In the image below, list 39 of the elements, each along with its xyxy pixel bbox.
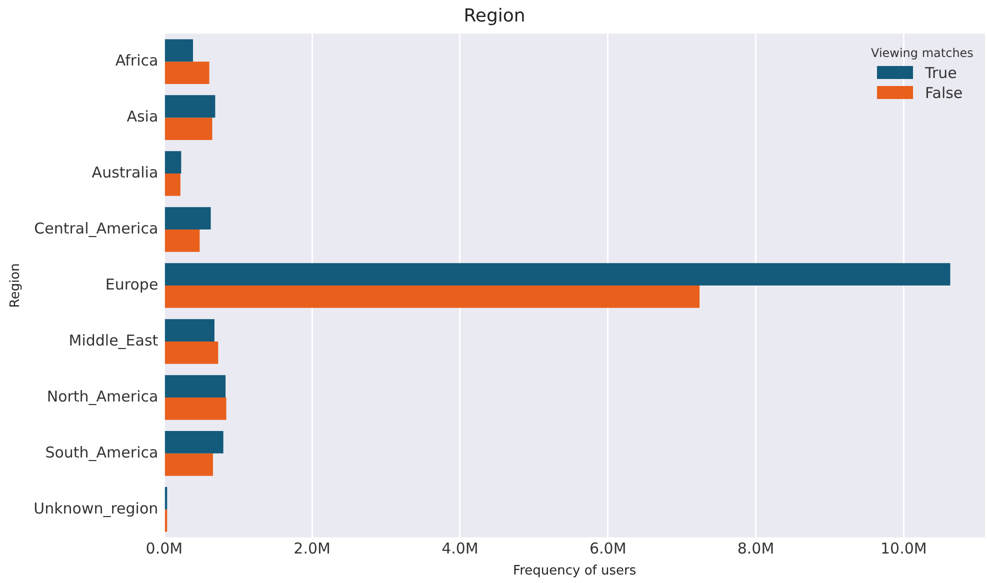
bar bbox=[164, 151, 182, 174]
y-tick-label: Australia bbox=[92, 163, 158, 182]
y-tick-label: Asia bbox=[126, 107, 158, 126]
y-tick-label: Middle_East bbox=[68, 331, 158, 350]
y-tick-label: South_America bbox=[45, 443, 158, 462]
bar bbox=[164, 174, 180, 196]
y-tick-label: Europe bbox=[105, 275, 158, 294]
bar bbox=[164, 230, 200, 252]
x-tick-label: 6.0M bbox=[589, 539, 626, 558]
y-tick-label: North_America bbox=[46, 387, 158, 406]
bar bbox=[164, 118, 212, 140]
bar bbox=[164, 509, 168, 532]
bar bbox=[164, 319, 214, 342]
x-tick-label: 2.0M bbox=[294, 539, 330, 558]
x-tick-label: 10.0M bbox=[880, 539, 927, 558]
y-axis-title: Region bbox=[8, 263, 24, 308]
x-tick-label: 0.0M bbox=[146, 539, 183, 558]
bar bbox=[164, 397, 226, 420]
bar bbox=[164, 453, 213, 476]
legend-label: True bbox=[925, 64, 957, 82]
legend-title: Viewing matches bbox=[871, 46, 974, 60]
y-tick-label: Unknown_region bbox=[34, 499, 158, 518]
chart-title: Region bbox=[464, 5, 526, 26]
y-tick-label: Africa bbox=[115, 51, 158, 70]
bar bbox=[164, 341, 218, 364]
bar bbox=[164, 263, 950, 286]
bar bbox=[164, 39, 194, 62]
x-axis-title: Frequency of users bbox=[513, 564, 636, 579]
bar bbox=[164, 375, 226, 398]
bar bbox=[164, 431, 224, 454]
x-tick-label: 8.0M bbox=[737, 539, 774, 558]
y-tick-label: Central_America bbox=[34, 219, 158, 238]
bar bbox=[164, 95, 216, 118]
bar bbox=[164, 487, 168, 510]
bar bbox=[164, 286, 700, 308]
bar bbox=[164, 62, 210, 84]
x-tick-label: 4.0M bbox=[442, 539, 478, 558]
legend-label: False bbox=[925, 84, 963, 102]
bar bbox=[164, 207, 211, 230]
